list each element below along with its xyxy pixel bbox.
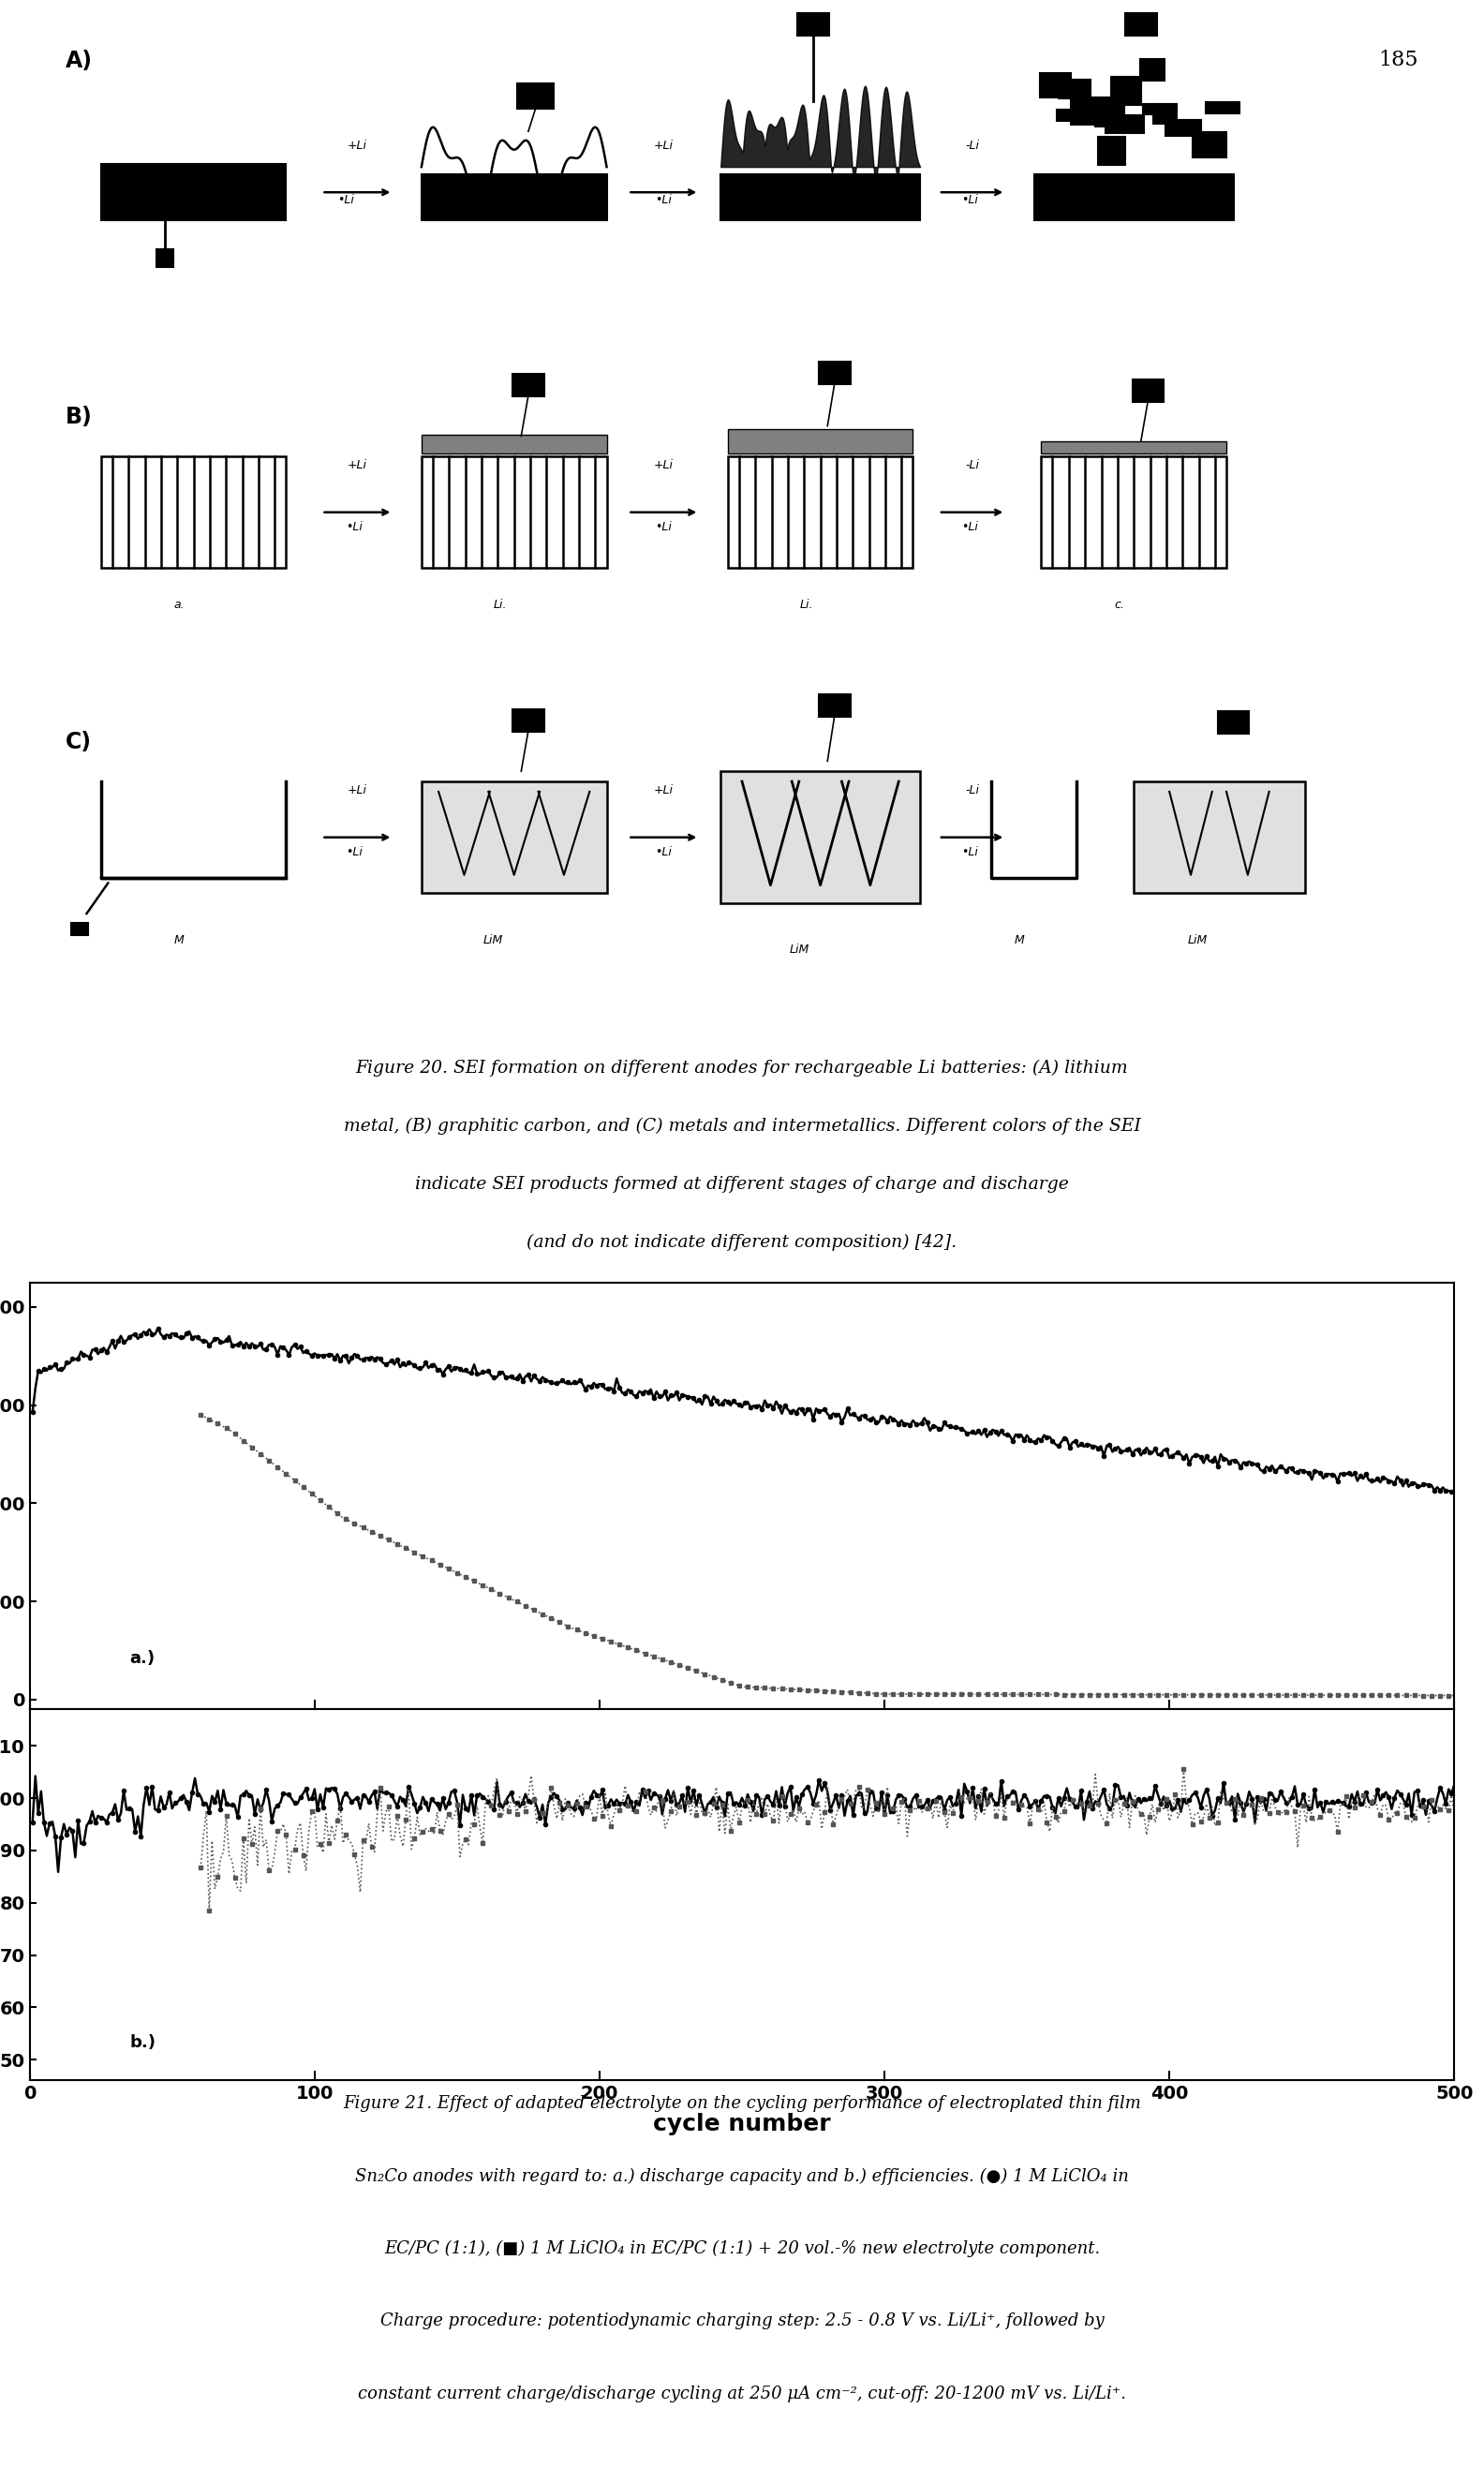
Text: +Li: +Li [654, 141, 674, 151]
Bar [1042, 457, 1226, 568]
Bar [1140, 59, 1165, 81]
Bar [1153, 104, 1177, 123]
Bar [721, 175, 920, 220]
Bar [421, 434, 607, 454]
Bar [797, 12, 830, 37]
Text: b.): b.) [129, 2034, 156, 2051]
Text: EC/PC (1:1), (■) 1 M LiClO₄ in EC/PC (1:1) + 20 vol.-% new electrolyte component: EC/PC (1:1), (■) 1 M LiClO₄ in EC/PC (1:… [384, 2241, 1100, 2258]
Bar [1132, 380, 1163, 402]
Bar [1057, 111, 1104, 121]
Bar [1165, 121, 1202, 136]
Text: Li.: Li. [800, 600, 813, 610]
Text: +Li: +Li [654, 785, 674, 797]
Text: •Li: •Li [962, 847, 978, 859]
Bar [1098, 136, 1125, 165]
Bar [727, 429, 913, 454]
X-axis label: cycle number: cycle number [653, 2113, 831, 2135]
Text: -Li: -Li [965, 141, 979, 151]
Bar [819, 694, 850, 716]
Text: •Li: •Li [346, 521, 364, 533]
Bar [819, 363, 850, 385]
Bar [1042, 442, 1226, 454]
Bar [1040, 74, 1071, 99]
Text: +Li: +Li [347, 459, 367, 471]
Text: c.: c. [1114, 600, 1125, 610]
Text: constant current charge/discharge cycling at 250 μA cm⁻², cut-off: 20-1200 mV vs: constant current charge/discharge cyclin… [358, 2384, 1126, 2401]
Text: a.): a.) [129, 1649, 154, 1666]
Text: Figure 20. SEI formation on different anodes for rechargeable Li batteries: (A) : Figure 20. SEI formation on different an… [356, 1059, 1128, 1076]
Text: LiM: LiM [789, 943, 809, 955]
Bar [512, 708, 545, 731]
Bar [1218, 711, 1250, 733]
Bar [1125, 12, 1156, 37]
Bar [1060, 79, 1091, 99]
Bar [421, 782, 607, 893]
Text: •Li: •Li [656, 195, 672, 207]
Text: Sn₂Co anodes with regard to: a.) discharge capacity and b.) efficiencies. (●) 1 : Sn₂Co anodes with regard to: a.) dischar… [355, 2167, 1129, 2184]
Text: 185: 185 [1379, 49, 1419, 72]
Text: •Li: •Li [337, 195, 355, 207]
Bar [101, 165, 286, 220]
Text: Figure 21. Effect of adapted electrolyte on the cycling performance of electropl: Figure 21. Effect of adapted electrolyte… [343, 2095, 1141, 2113]
Bar [421, 175, 607, 220]
Text: LiM: LiM [482, 933, 503, 945]
Bar [1134, 782, 1304, 893]
Text: (and do not indicate different composition) [42].: (and do not indicate different compositi… [527, 1234, 957, 1251]
Text: +Li: +Li [347, 141, 367, 151]
Text: LiM: LiM [1187, 933, 1208, 945]
Text: a.: a. [174, 600, 184, 610]
Bar [1106, 116, 1144, 133]
Text: •Li: •Li [656, 847, 672, 859]
Text: Li.: Li. [493, 600, 506, 610]
Bar [71, 923, 88, 935]
Text: Charge procedure: potentiodynamic charging step: 2.5 - 0.8 V vs. Li/Li⁺, followe: Charge procedure: potentiodynamic chargi… [380, 2313, 1104, 2330]
Bar [1143, 104, 1174, 114]
Bar [1034, 175, 1233, 220]
Text: A): A) [65, 49, 92, 72]
Bar [512, 375, 545, 397]
Text: M: M [174, 933, 184, 945]
Text: -Li: -Li [965, 785, 979, 797]
Bar [721, 772, 920, 903]
Bar [518, 84, 554, 109]
Text: -Li: -Li [965, 459, 979, 471]
Bar [1112, 77, 1141, 106]
Text: •Li: •Li [656, 521, 672, 533]
Text: +Li: +Li [347, 785, 367, 797]
Text: •Li: •Li [962, 521, 978, 533]
Bar [1071, 99, 1110, 123]
Bar [421, 457, 607, 568]
Text: •Li: •Li [962, 195, 978, 207]
Bar [1193, 131, 1227, 158]
Text: •Li: •Li [346, 847, 364, 859]
Text: metal, (B) graphitic carbon, and (C) metals and intermetallics. Different colors: metal, (B) graphitic carbon, and (C) met… [343, 1118, 1141, 1135]
Text: M: M [1015, 933, 1025, 945]
Text: indicate SEI products formed at different stages of charge and discharge: indicate SEI products formed at differen… [416, 1175, 1068, 1192]
Bar [101, 457, 286, 568]
Text: +Li: +Li [654, 459, 674, 471]
Bar [156, 249, 174, 267]
Bar [1095, 99, 1125, 126]
Bar [1205, 101, 1239, 114]
Text: C): C) [65, 731, 92, 753]
Bar [727, 457, 913, 568]
Text: B): B) [65, 405, 92, 427]
